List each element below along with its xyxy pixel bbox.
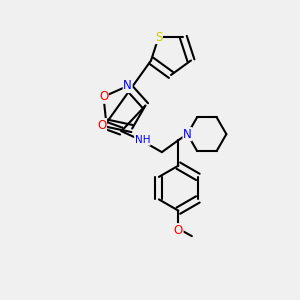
Text: NH: NH xyxy=(135,135,150,145)
Text: O: O xyxy=(99,90,108,103)
Text: O: O xyxy=(97,118,106,132)
Text: N: N xyxy=(123,80,132,92)
Text: O: O xyxy=(174,224,183,237)
Text: S: S xyxy=(155,31,162,44)
Text: N: N xyxy=(183,128,192,141)
